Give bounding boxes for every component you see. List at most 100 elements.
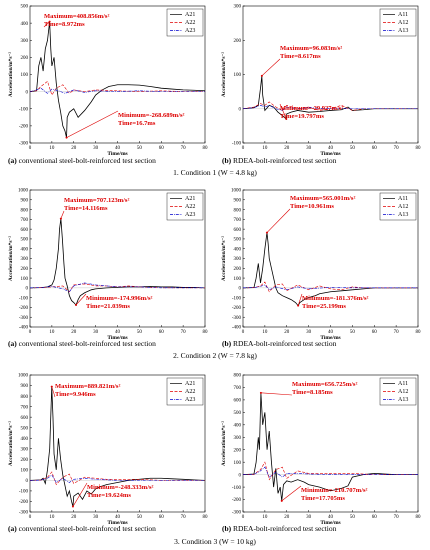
y-tick-label: 300 — [21, 257, 29, 262]
y-tick-label: 800 — [234, 208, 242, 213]
legend-entry: A13 — [398, 397, 408, 403]
caption-2a: (a) conventional steel-bolt-reinforced t… — [8, 339, 156, 348]
y-tick-label: 0 — [239, 287, 242, 292]
caption-2b: (b) RDEA-bolt-reinforced test section — [222, 339, 337, 348]
y-tick-label: 900 — [234, 198, 242, 203]
annotation-text: Time=8.185ms — [292, 389, 333, 396]
annotation-text: Minimum=-29.927m/s² — [280, 105, 343, 112]
x-axis-label: Time/ms — [107, 335, 127, 341]
y-axis-label: Acceleration/m*s⁻² — [221, 421, 227, 467]
annotation-arrow — [279, 103, 287, 120]
y-tick-label: 1000 — [231, 189, 242, 194]
legend-entry: A23 — [185, 212, 195, 218]
y-tick-label: -200 — [232, 498, 242, 503]
annotation-point — [50, 385, 53, 388]
y-tick-label: -400 — [232, 326, 242, 331]
y-tick-label: 500 — [234, 238, 242, 243]
y-tick-label: 200 — [234, 267, 242, 272]
annotation-arrow — [266, 208, 291, 233]
annotation-arrow — [281, 485, 302, 502]
x-tick-label: 70 — [394, 330, 400, 335]
annotation-point — [297, 304, 300, 307]
x-tick-label: 70 — [394, 515, 400, 520]
x-tick-label: 30 — [306, 515, 312, 520]
x-tick-label: 20 — [284, 515, 290, 520]
y-tick-label: 100 — [234, 461, 242, 466]
x-tick-label: 50 — [350, 146, 356, 151]
x-axis-label: Time/ms — [320, 520, 340, 526]
x-tick-label: 40 — [328, 330, 334, 335]
y-axis-label: Acceleration/m*s⁻² — [8, 421, 14, 467]
series-line-A23 — [29, 87, 205, 94]
y-tick-label: 400 — [234, 247, 242, 252]
x-tick-label: 40 — [115, 515, 121, 520]
y-tick-label: 200 — [21, 56, 29, 61]
y-tick-label: 1000 — [18, 189, 29, 194]
series-line-A21 — [29, 21, 206, 138]
y-tick-label: 100 — [21, 73, 29, 78]
y-tick-label: 200 — [234, 448, 242, 453]
y-tick-label: -200 — [19, 306, 29, 311]
y-tick-label: 700 — [21, 405, 29, 410]
y-tick-label: 900 — [21, 198, 29, 203]
y-tick-label: 600 — [21, 228, 29, 233]
x-tick-label: 50 — [137, 330, 143, 335]
annotation-text: Minimum=-181.376m/s² — [302, 295, 369, 302]
x-axis-label: Time/ms — [320, 151, 340, 157]
annotation-point — [59, 217, 62, 220]
legend-entry: A21 — [185, 381, 195, 387]
x-tick-label: 40 — [328, 146, 334, 151]
annotation-text: Time=10.961ms — [290, 203, 334, 210]
annotation-text: Minimum=-248.333m/s² — [87, 484, 154, 491]
x-tick-label: 30 — [93, 515, 99, 520]
x-axis-label: Time/ms — [107, 151, 127, 157]
annotation-text: Time=9.946ms — [55, 391, 96, 398]
y-tick-label: 800 — [234, 374, 242, 379]
x-tick-label: 70 — [181, 146, 187, 151]
x-tick-label: 30 — [306, 330, 312, 335]
y-tick-label: -100 — [19, 296, 29, 301]
y-tick-label: 0 — [239, 107, 242, 112]
y-tick-label: 300 — [21, 447, 29, 452]
y-tick-label: 700 — [21, 218, 29, 223]
annotation-arrow — [297, 293, 303, 306]
x-tick-label: 10 — [49, 330, 55, 335]
y-tick-label: 0 — [239, 473, 242, 478]
annotation-text: Time=25.199ms — [302, 303, 346, 310]
y-tick-label: 900 — [21, 384, 29, 389]
series-line-A12 — [242, 461, 418, 481]
series-line-A13 — [242, 466, 418, 478]
x-tick-label: 70 — [394, 146, 400, 151]
y-tick-label: 200 — [21, 267, 29, 272]
x-tick-label: 60 — [372, 515, 378, 520]
y-axis-label: Acceleration/m*s⁻² — [8, 52, 14, 98]
annotation-point — [65, 136, 68, 139]
y-tick-label: 300 — [234, 257, 242, 262]
annotation-text: Time=21.039ms — [86, 303, 130, 310]
y-tick-label: 300 — [234, 5, 242, 10]
x-tick-label: 50 — [137, 146, 143, 151]
legend-entry: A11 — [398, 196, 408, 202]
chart-c1a: -300 -200 -100 0 100 200 300 400 500 0 10 20 30 40 50 6… — [8, 5, 208, 157]
x-tick-label: 80 — [203, 146, 209, 151]
x-tick-label: 80 — [203, 330, 209, 335]
chart-c3b: -300 -200 -100 0 100 200 300 400 500 600 700 800 0 10… — [221, 374, 421, 526]
x-tick-label: 10 — [262, 146, 268, 151]
x-tick-label: 20 — [71, 330, 77, 335]
annotation-arrow — [51, 386, 56, 398]
legend-entry: A23 — [185, 397, 195, 403]
annotation-arrow — [66, 110, 119, 138]
legend-entry: A23 — [185, 28, 195, 34]
annotation-point — [280, 499, 283, 502]
y-tick-label: 800 — [21, 208, 29, 213]
y-tick-label: 500 — [234, 411, 242, 416]
x-tick-label: 0 — [29, 146, 32, 151]
annotation-text: Time=14.116ms — [64, 205, 108, 212]
annotation-arrow — [260, 392, 293, 396]
y-tick-label: 800 — [21, 395, 29, 400]
x-tick-label: 0 — [242, 146, 245, 151]
y-tick-label: -100 — [19, 107, 29, 112]
x-tick-label: 50 — [350, 330, 356, 335]
y-tick-label: 500 — [21, 238, 29, 243]
